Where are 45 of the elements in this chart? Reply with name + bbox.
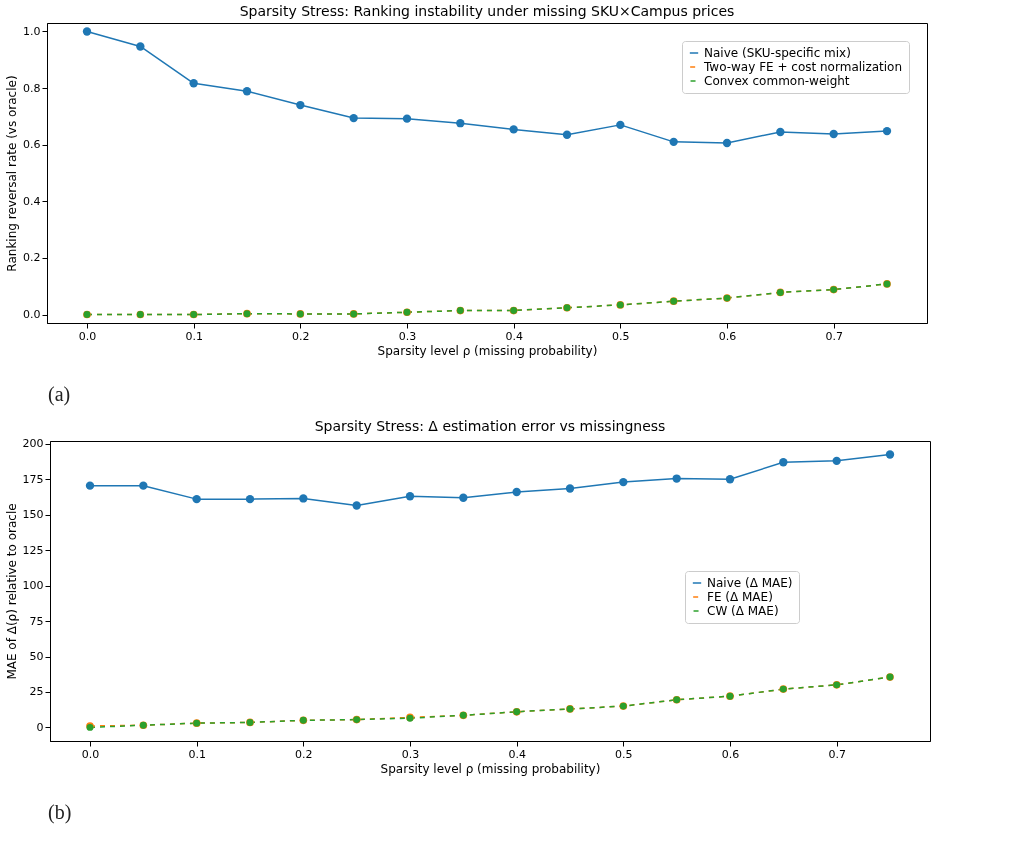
y-tick-label: 0 [36, 720, 44, 734]
legend-label: CW (Δ MAE) [707, 604, 779, 618]
y-tick-label: 0.6 [23, 138, 41, 152]
x-tick-label: 0.7 [828, 747, 846, 761]
x-tick-label: 0.2 [292, 329, 310, 343]
y-tick-label: 75 [29, 614, 44, 628]
x-tick-label: 0.2 [295, 747, 313, 761]
y-tick-label: 150 [22, 508, 44, 522]
x-tick-label: 0.4 [505, 329, 523, 343]
x-tick-label: 0.1 [188, 747, 206, 761]
chart-title: Sparsity Stress: Ranking instability under missing SKU×Campus prices [239, 3, 735, 19]
y-tick-label: 0.2 [23, 251, 41, 265]
chart-title: Sparsity Stress: Δ estimation error vs missingness [314, 417, 666, 434]
legend-label: Naive (SKU-specific mix) [704, 46, 851, 60]
legend-label: Two-way FE + cost normalization [703, 60, 903, 74]
text: (a) [48, 383, 72, 406]
text: (b) [48, 801, 73, 824]
x-tick-label: 0.0 [81, 747, 100, 761]
y-axis-title: MAE of Δ(ρ) relative to oracle [4, 503, 19, 680]
x-tick-label: 0.6 [718, 329, 737, 343]
y-tick-label: 200 [22, 437, 44, 451]
x-axis-title: Sparsity level ρ (missing probability) [380, 761, 601, 776]
y-tick-label: 175 [22, 472, 44, 486]
y-tick-label: 100 [22, 579, 44, 593]
y-tick-label: 0.4 [23, 194, 41, 208]
y-tick-label: 0.8 [23, 81, 41, 95]
x-axis-title: Sparsity level ρ (missing probability) [377, 343, 598, 358]
x-tick-label: 0.5 [612, 329, 630, 343]
x-tick-label: 0.1 [185, 329, 203, 343]
x-tick-label: 0.0 [78, 329, 97, 343]
legend-label: Naive (Δ MAE) [707, 576, 793, 590]
x-tick-label: 0.4 [508, 747, 526, 761]
y-tick-label: 125 [22, 543, 44, 557]
x-tick-label: 0.3 [401, 747, 420, 761]
y-tick-label: 1.0 [23, 24, 41, 38]
y-tick-label: 50 [29, 650, 44, 663]
x-tick-label: 0.6 [721, 747, 740, 761]
y-tick-label: 25 [29, 685, 44, 699]
x-tick-label: 0.5 [615, 747, 633, 761]
y-tick-label: 0.0 [23, 308, 41, 322]
legend-label: Convex common-weight [704, 74, 850, 88]
legend-label: FE (Δ MAE) [707, 590, 773, 604]
y-axis-title: Ranking reversal rate (vs oracle) [5, 75, 20, 272]
x-tick-label: 0.7 [825, 329, 843, 343]
x-tick-label: 0.3 [398, 329, 417, 343]
